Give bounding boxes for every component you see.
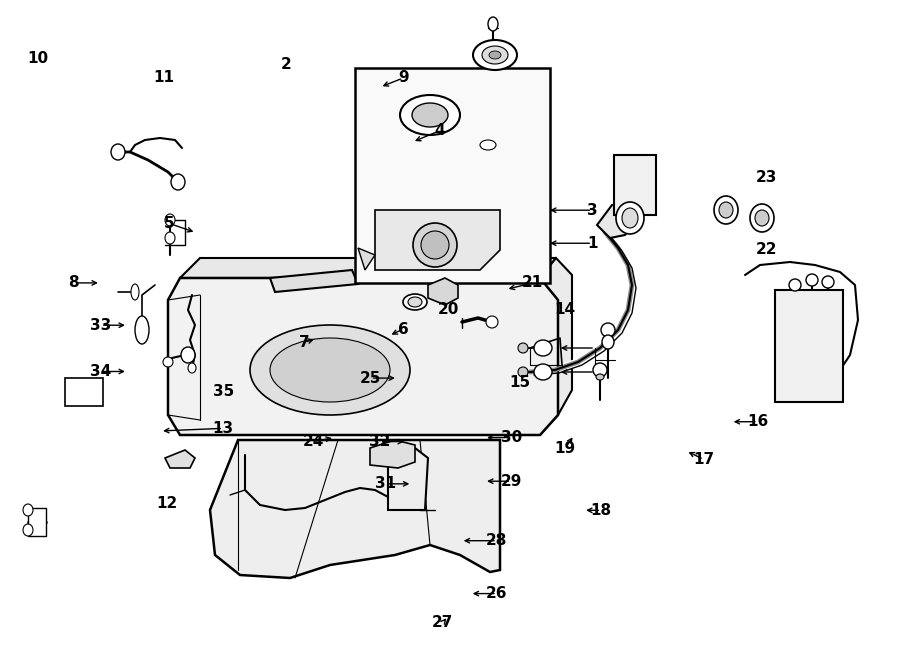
Ellipse shape — [534, 364, 552, 380]
Ellipse shape — [250, 325, 410, 415]
Ellipse shape — [486, 316, 498, 328]
Ellipse shape — [482, 46, 508, 64]
Ellipse shape — [270, 338, 390, 402]
Ellipse shape — [755, 210, 769, 226]
Text: 5: 5 — [164, 216, 175, 231]
Bar — [614, 155, 656, 215]
PathPatch shape — [358, 248, 375, 270]
Bar — [65, 378, 103, 406]
Text: 16: 16 — [747, 414, 769, 429]
Ellipse shape — [135, 316, 149, 344]
Ellipse shape — [165, 232, 175, 244]
PathPatch shape — [375, 210, 500, 270]
Text: 13: 13 — [212, 421, 234, 436]
Ellipse shape — [188, 363, 196, 373]
Text: 34: 34 — [90, 364, 112, 379]
Ellipse shape — [750, 204, 774, 232]
Ellipse shape — [518, 367, 528, 377]
Ellipse shape — [165, 214, 175, 226]
Ellipse shape — [616, 202, 644, 234]
PathPatch shape — [430, 260, 525, 278]
Ellipse shape — [719, 202, 733, 218]
Text: 24: 24 — [302, 434, 324, 449]
Bar — [355, 68, 550, 283]
Text: 19: 19 — [554, 441, 576, 455]
Text: 3: 3 — [587, 203, 598, 217]
Text: 12: 12 — [156, 496, 177, 511]
PathPatch shape — [270, 270, 358, 292]
PathPatch shape — [428, 278, 458, 305]
Ellipse shape — [822, 276, 834, 288]
PathPatch shape — [597, 205, 638, 238]
Ellipse shape — [489, 51, 501, 59]
Ellipse shape — [181, 347, 195, 363]
Ellipse shape — [806, 274, 818, 286]
Ellipse shape — [534, 340, 552, 356]
Ellipse shape — [480, 140, 496, 150]
Text: 1: 1 — [587, 236, 598, 251]
Bar — [28, 508, 46, 536]
Text: 14: 14 — [554, 302, 576, 317]
Ellipse shape — [789, 279, 801, 291]
Ellipse shape — [601, 323, 615, 337]
Text: 30: 30 — [500, 430, 522, 445]
PathPatch shape — [540, 258, 572, 435]
PathPatch shape — [165, 450, 195, 468]
Text: 35: 35 — [212, 384, 234, 399]
Text: 7: 7 — [299, 335, 310, 350]
Ellipse shape — [111, 144, 125, 160]
Text: 22: 22 — [756, 243, 778, 257]
Ellipse shape — [408, 297, 422, 307]
Ellipse shape — [602, 335, 614, 349]
Text: 10: 10 — [27, 51, 49, 65]
Text: 28: 28 — [486, 533, 508, 548]
Ellipse shape — [421, 231, 449, 259]
PathPatch shape — [168, 278, 558, 435]
Ellipse shape — [23, 504, 33, 516]
Text: 15: 15 — [509, 375, 531, 389]
Ellipse shape — [488, 17, 498, 31]
Ellipse shape — [413, 223, 457, 267]
PathPatch shape — [370, 440, 415, 468]
PathPatch shape — [388, 448, 428, 510]
Text: 25: 25 — [360, 371, 382, 385]
Text: 32: 32 — [369, 434, 391, 449]
Ellipse shape — [412, 103, 448, 127]
Ellipse shape — [403, 294, 427, 310]
Ellipse shape — [131, 284, 139, 300]
Ellipse shape — [400, 95, 460, 135]
Text: 33: 33 — [90, 318, 112, 332]
Ellipse shape — [473, 40, 517, 70]
Text: 31: 31 — [374, 477, 396, 491]
Text: 23: 23 — [756, 170, 778, 184]
Text: 11: 11 — [153, 71, 175, 85]
Ellipse shape — [714, 196, 738, 224]
Text: 18: 18 — [590, 503, 612, 518]
Ellipse shape — [163, 357, 173, 367]
Text: 27: 27 — [432, 615, 454, 630]
Text: 26: 26 — [486, 586, 508, 601]
Text: 9: 9 — [398, 71, 409, 85]
Bar — [775, 290, 843, 402]
Text: 8: 8 — [68, 276, 79, 290]
Text: 4: 4 — [434, 124, 445, 138]
Text: 20: 20 — [437, 302, 459, 317]
Ellipse shape — [622, 208, 638, 228]
Ellipse shape — [596, 374, 604, 380]
Text: 21: 21 — [522, 276, 544, 290]
Text: 6: 6 — [398, 322, 409, 336]
PathPatch shape — [180, 258, 556, 278]
Ellipse shape — [171, 174, 185, 190]
Ellipse shape — [593, 363, 607, 377]
Text: 29: 29 — [500, 474, 522, 488]
PathPatch shape — [210, 440, 500, 578]
Ellipse shape — [518, 343, 528, 353]
Ellipse shape — [23, 524, 33, 536]
Text: 17: 17 — [693, 452, 715, 467]
Text: 2: 2 — [281, 58, 292, 72]
